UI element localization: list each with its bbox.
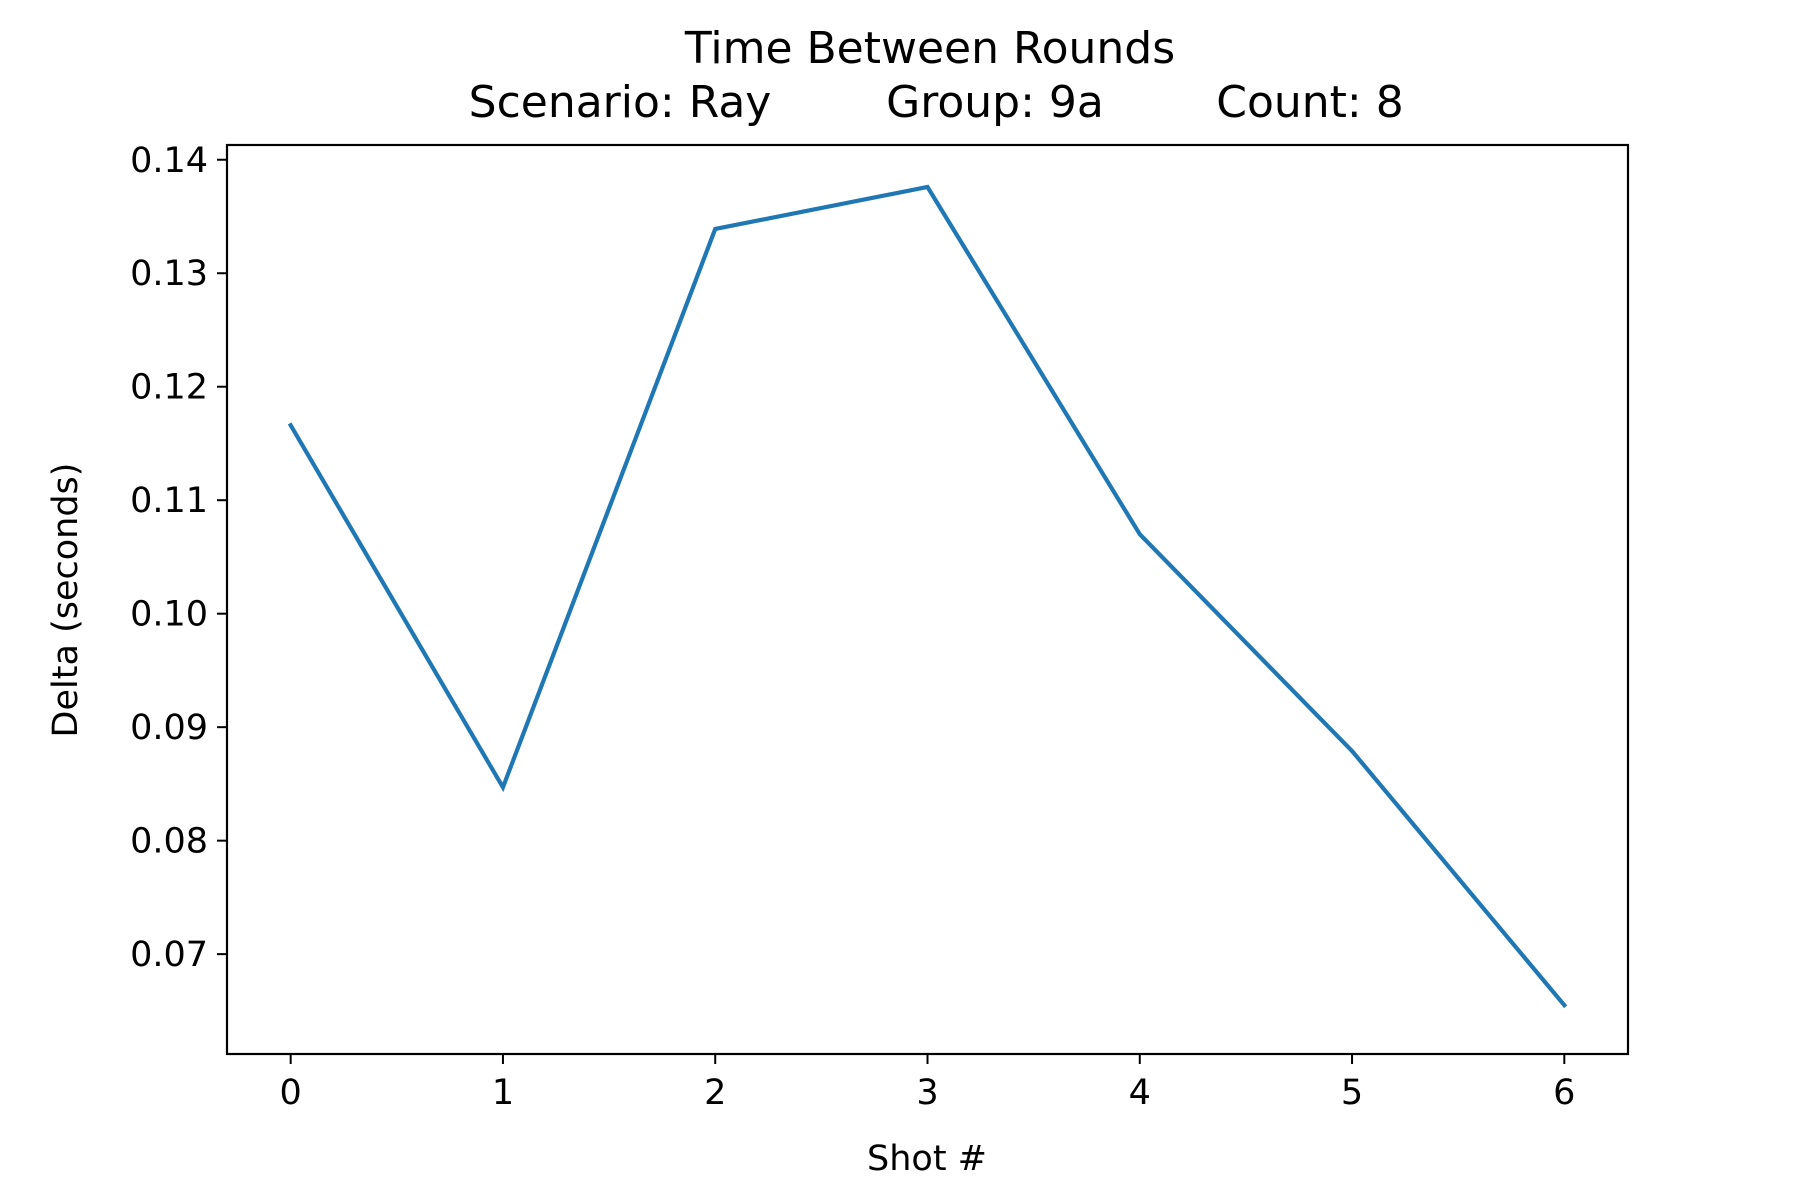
y-tick-label: 0.07 — [130, 935, 208, 975]
x-tick-label: 1 — [492, 1073, 514, 1113]
y-axis-label: Delta (seconds) — [46, 463, 86, 738]
y-tick-label: 0.14 — [130, 141, 208, 181]
y-tick-label: 0.11 — [130, 481, 208, 521]
x-axis-label: Shot # — [867, 1139, 987, 1179]
x-axis: 0 1 2 3 4 5 6 — [280, 1054, 1575, 1113]
y-tick-label: 0.12 — [130, 368, 208, 408]
chart-title: Time Between Rounds — [684, 23, 1175, 74]
x-tick-label: 3 — [916, 1073, 938, 1113]
y-tick-label: 0.09 — [130, 708, 208, 748]
x-tick-label: 6 — [1553, 1073, 1575, 1113]
x-tick-label: 4 — [1129, 1073, 1151, 1113]
series-line-delta — [287, 184, 1568, 1009]
y-axis: 0.07 0.08 0.09 0.10 0.11 0.12 0.13 0.14 — [130, 141, 227, 975]
y-tick-label: 0.10 — [130, 595, 208, 635]
y-tick-label: 0.13 — [130, 254, 208, 294]
x-tick-label: 5 — [1341, 1073, 1363, 1113]
x-tick-label: 0 — [280, 1073, 302, 1113]
chart-subtitle-count: Count: 8 — [1216, 77, 1403, 128]
x-tick-label: 2 — [704, 1073, 726, 1113]
chart-subtitle-scenario: Scenario: Ray — [469, 77, 772, 128]
chart-subtitle-group: Group: 9a — [886, 77, 1104, 128]
y-tick-label: 0.08 — [130, 822, 208, 862]
